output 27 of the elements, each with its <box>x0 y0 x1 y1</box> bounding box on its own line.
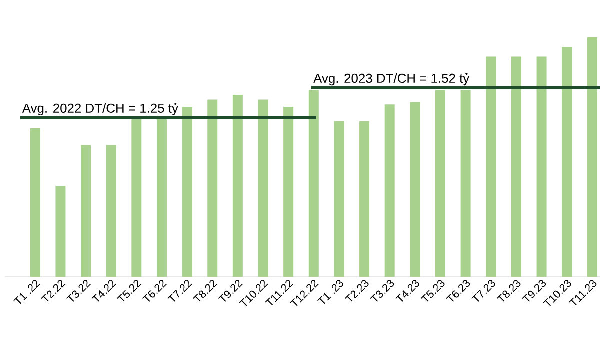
bar <box>232 95 243 277</box>
bar <box>308 90 319 277</box>
bar <box>435 90 446 277</box>
bar <box>587 38 598 277</box>
bar <box>81 145 92 277</box>
x-tick-label: T1 .22 <box>14 280 40 304</box>
bar <box>208 100 218 277</box>
bar <box>384 104 395 277</box>
bar <box>511 56 522 277</box>
bar <box>360 121 370 277</box>
bar <box>30 128 40 277</box>
bar <box>156 118 167 277</box>
bar <box>258 100 268 277</box>
x-tick-label: T1 .23 <box>318 280 344 304</box>
bar <box>334 121 344 277</box>
bar <box>182 106 192 277</box>
bar <box>460 90 471 277</box>
annotation: Avg. 2023 DT/CH = 1.52 tỷ <box>314 73 470 86</box>
bar <box>562 47 572 277</box>
bar <box>536 56 547 277</box>
bar <box>106 145 116 277</box>
bar <box>56 186 66 277</box>
annotation: Avg. 2022 DT/CH = 1.25 tỷ <box>22 103 178 116</box>
bar <box>486 56 496 277</box>
bar <box>284 106 294 277</box>
bar <box>132 118 142 277</box>
bar <box>410 102 420 277</box>
